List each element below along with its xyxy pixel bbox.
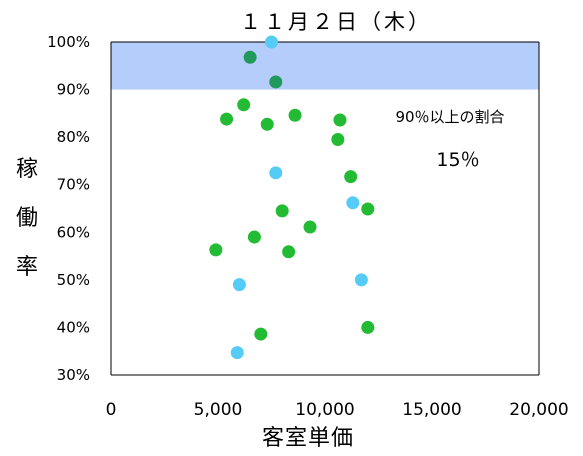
data-point	[247, 230, 261, 244]
x-tick-label: 5,000	[194, 400, 243, 420]
data-point	[275, 204, 289, 218]
highlight-band	[111, 42, 539, 90]
data-point	[331, 133, 345, 147]
data-point	[209, 243, 223, 257]
data-point	[243, 50, 257, 64]
annotation-value: 15％	[436, 149, 479, 171]
annotation-label: 90％以上の割合	[395, 108, 504, 126]
x-tick-label: 10,000	[295, 400, 354, 420]
data-point	[361, 320, 375, 334]
y-axis-label-char: 働	[16, 206, 38, 231]
data-point	[361, 202, 375, 216]
y-tick-label: 80%	[57, 128, 90, 146]
x-tick-label: 15,000	[402, 400, 461, 420]
data-point	[237, 98, 251, 112]
data-point	[220, 112, 234, 126]
chart-title: １１月２日（木）	[240, 10, 432, 34]
x-axis-label: 客室単価	[262, 426, 354, 451]
y-tick-label: 90%	[57, 81, 90, 99]
y-tick-label: 50%	[57, 271, 90, 289]
highlight-band-layer	[111, 42, 539, 90]
data-points	[209, 35, 375, 360]
data-point	[303, 220, 317, 234]
tick-labels: 30% 40% 50% 60% 70% 80% 90% 100% 0 5,000 10,000 15,…	[47, 33, 569, 420]
x-tick-label: 20,000	[509, 400, 568, 420]
data-point	[346, 196, 360, 210]
data-point	[282, 245, 296, 259]
data-point	[260, 117, 274, 131]
data-point	[254, 327, 268, 341]
data-point	[288, 108, 302, 122]
data-point	[232, 278, 246, 292]
y-tick-label: 70%	[57, 176, 90, 194]
y-axis-label: 稼働率	[16, 157, 38, 280]
data-point	[344, 170, 358, 184]
data-point	[230, 346, 244, 360]
plot-frame	[110, 41, 540, 376]
x-tick-label: 0	[106, 400, 117, 420]
y-axis-label-char: 率	[16, 255, 38, 280]
data-point	[265, 35, 278, 49]
y-tick-label: 100%	[47, 33, 90, 51]
data-point	[269, 166, 283, 180]
y-tick-label: 30%	[57, 366, 90, 384]
data-point	[333, 113, 347, 127]
y-tick-label: 60%	[57, 223, 90, 241]
y-tick-label: 40%	[57, 318, 90, 336]
data-point	[269, 75, 283, 89]
data-point	[354, 273, 368, 287]
y-axis-label-char: 稼	[16, 157, 38, 182]
